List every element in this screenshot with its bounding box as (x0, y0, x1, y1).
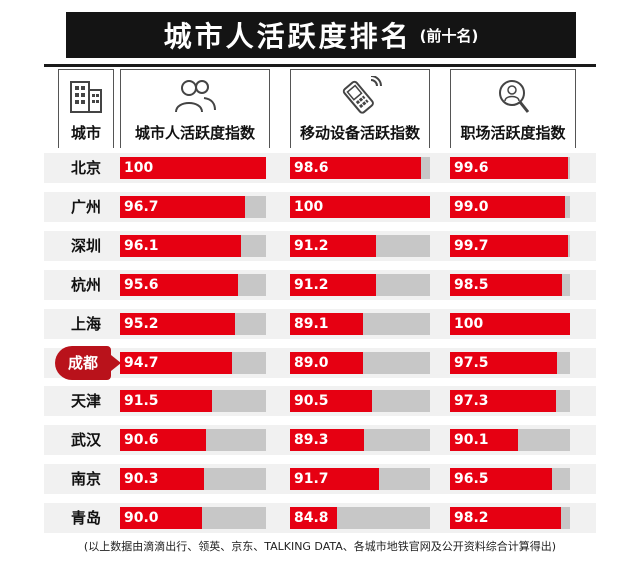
bar-value (450, 312, 570, 335)
bar-value (450, 390, 556, 413)
bar-value-label: 100 (454, 315, 484, 332)
bar-value-label: 98.6 (294, 160, 329, 176)
bar-value-label: 98.5 (454, 276, 489, 293)
magnifier-person-icon (499, 80, 530, 113)
city-label-highlight: 成都 (55, 345, 121, 380)
bar-value (290, 312, 363, 335)
header-city-activity: 城市人活跃度指数 (120, 69, 270, 148)
bar-value-label: 95.6 (124, 276, 159, 293)
bar-value-label: 100 (294, 198, 324, 215)
bar-value-label: 100 (124, 160, 154, 176)
bar-value-label: 95.2 (124, 315, 159, 332)
mobile-phone-icon (342, 76, 382, 114)
bar-value-label: 90.3 (124, 471, 159, 488)
bar-value (290, 468, 379, 491)
bar-value-label: 97.5 (454, 354, 489, 371)
bar-value (290, 234, 376, 257)
bar-value-label: 90.0 (124, 510, 159, 527)
bar-value-label: 89.1 (294, 315, 329, 332)
header-work-activity-label: 职场活跃度指数 (460, 124, 566, 142)
people-icon (175, 80, 216, 113)
bar-value (290, 390, 372, 413)
bar-value (290, 157, 421, 179)
bar-value-label: 96.5 (454, 471, 489, 488)
bar-value (120, 234, 241, 257)
bar-value-label: 89.3 (294, 432, 329, 449)
bar-value (290, 507, 337, 530)
bar-value-label: 94.7 (124, 354, 159, 371)
bar-value (290, 195, 430, 218)
bar-value-label: 89.0 (294, 354, 329, 371)
bar-value (120, 390, 212, 413)
bar-value-label: 90.5 (294, 393, 329, 410)
bar-value (120, 195, 245, 218)
city-label: 杭州 (70, 275, 101, 294)
bar-value (120, 507, 202, 530)
bar-value (450, 273, 562, 296)
chart-title: 城市人活跃度排名 (163, 20, 412, 53)
bar-value-label: 91.2 (294, 237, 329, 254)
bar-value (450, 234, 568, 257)
title-divider (44, 64, 596, 67)
bar-value-label: 91.2 (294, 276, 329, 293)
title-banner: 城市人活跃度排名 (前十名) (66, 12, 576, 58)
city-label: 天津 (70, 392, 101, 411)
header-work-activity: 职场活跃度指数 (450, 69, 576, 148)
bar-value-label: 91.7 (294, 471, 329, 488)
bar-value-label: 98.2 (454, 510, 489, 527)
bar-value-label: 90.1 (454, 432, 489, 449)
chart-subtitle: (前十名) (419, 26, 479, 45)
city-label: 广州 (70, 197, 101, 216)
city-label: 青岛 (70, 509, 101, 528)
bar-value (450, 507, 561, 530)
bar-value (120, 468, 204, 491)
header-city-label: 城市 (70, 124, 101, 142)
bar-value (120, 157, 266, 179)
header-mobile-activity-label: 移动设备活跃指数 (299, 124, 420, 142)
bar-value (450, 351, 557, 374)
bar-value (120, 273, 238, 296)
bar-value-label: 84.8 (294, 510, 329, 527)
bar-value (290, 273, 376, 296)
building-icon (70, 81, 102, 113)
bar-value-label: 99.7 (454, 237, 489, 254)
header-city: 城市 (58, 69, 114, 148)
bar-value (120, 351, 232, 374)
bar-value-label: 96.7 (124, 198, 159, 215)
footnote: (以上数据由滴滴出行、领英、京东、TALKING DATA、各城市地铁官网及公开… (83, 540, 557, 553)
bar-value-label: 99.6 (454, 160, 489, 176)
bar-value (450, 429, 518, 452)
bar-value-label: 90.6 (124, 432, 159, 449)
header-mobile-activity: 移动设备活跃指数 (290, 69, 430, 148)
bar-value (450, 157, 568, 179)
city-label: 武汉 (70, 431, 101, 450)
bar-value (120, 312, 235, 335)
bar-value-label: 97.3 (454, 393, 489, 410)
highlight-pointer (111, 354, 121, 371)
bar-value-label: 91.5 (124, 393, 159, 410)
bar-value (290, 429, 364, 452)
header-city-activity-label: 城市人活跃度指数 (134, 124, 255, 142)
city-label: 南京 (70, 470, 101, 489)
city-label: 北京 (70, 159, 101, 177)
bar-value-label: 96.1 (124, 237, 159, 254)
city-label: 上海 (70, 314, 101, 333)
city-label-text: 成都 (67, 353, 98, 372)
bar-value (450, 468, 552, 491)
bar-value (450, 195, 565, 218)
bar-value (290, 351, 363, 374)
bar-value-label: 99.0 (454, 198, 489, 215)
bar-value (120, 429, 206, 452)
city-label: 深圳 (70, 236, 101, 255)
